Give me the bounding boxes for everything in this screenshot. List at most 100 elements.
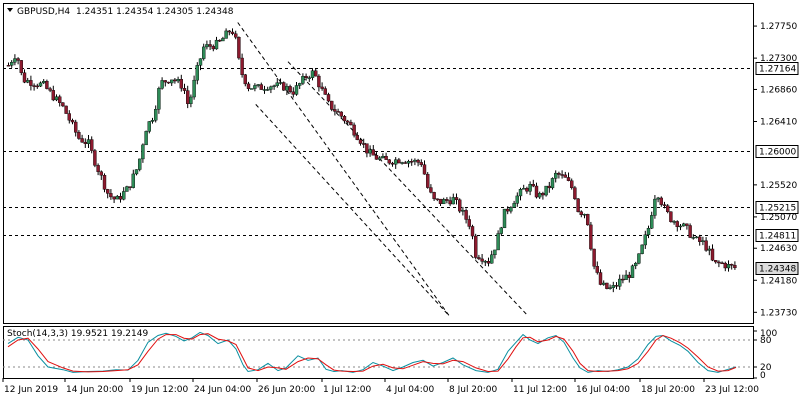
bull-candle <box>54 96 59 101</box>
bear-candle <box>387 159 391 164</box>
bear-candle <box>230 31 235 34</box>
bear-candle <box>32 85 36 87</box>
bear-candle <box>93 150 97 166</box>
price-line-label: 1.27164 <box>759 65 796 75</box>
time-tick-label: 12 Jun 2019 <box>4 385 58 395</box>
channel-line[interactable] <box>287 61 529 317</box>
bear-candle <box>445 199 449 201</box>
bull-candle <box>672 221 676 223</box>
bear-candle <box>211 46 216 50</box>
last-price-box <box>755 262 799 275</box>
price-line-label-box <box>755 145 799 158</box>
bear-candle <box>333 109 337 112</box>
bull-candle <box>42 81 46 84</box>
bear-candle <box>352 124 356 136</box>
stoch-tick-label: 20 <box>760 363 772 373</box>
bear-candle <box>666 205 670 213</box>
symbol-label: GBPUSD,H4 <box>17 7 70 17</box>
price-line-label: 1.25215 <box>759 204 796 214</box>
bear-candle <box>77 132 81 139</box>
bull-candle <box>707 248 711 251</box>
bull-candle <box>461 210 465 212</box>
bear-candle <box>102 175 107 190</box>
time-axis: 12 Jun 2019 14 Jun 20:00 19 Jun 12:00 24 Ju… <box>2 378 759 395</box>
bull-candle <box>694 236 699 239</box>
price-axis: 1.27750 1.27300 1.26860 1.26410 1.25520 1.250… <box>753 22 797 318</box>
bear-candle <box>710 248 715 261</box>
bear-candle <box>432 192 436 199</box>
bull-candle <box>634 263 638 267</box>
channel-line[interactable] <box>237 22 450 317</box>
bear-candle <box>304 76 308 79</box>
bear-candle <box>592 248 596 267</box>
bear-candle <box>233 33 238 38</box>
bull-candle <box>195 65 200 81</box>
collapse-triangle-icon[interactable] <box>7 8 13 12</box>
bull-candle <box>656 197 660 200</box>
bear-candle <box>243 74 248 85</box>
bear-candle <box>698 236 702 242</box>
bull-candle <box>137 158 142 170</box>
price-tick-label: 1.26860 <box>760 85 797 95</box>
horizontal-lines[interactable] <box>3 68 753 236</box>
bull-candle <box>141 144 145 160</box>
channel-lines[interactable] <box>237 22 529 317</box>
bull-candle <box>550 178 555 189</box>
bull-candle <box>611 285 615 288</box>
bear-candle <box>685 223 689 226</box>
bull-candle <box>378 157 382 160</box>
channel-line[interactable] <box>255 104 450 317</box>
price-tick-label: 1.24630 <box>760 244 797 254</box>
bull-candle <box>285 86 289 91</box>
stoch-signal-line <box>7 333 737 373</box>
bear-candle <box>614 285 619 287</box>
stoch-main-line <box>7 331 737 373</box>
bull-candle <box>608 287 612 289</box>
bull-candle <box>522 188 526 190</box>
bull-candle <box>483 261 487 263</box>
bull-candle <box>515 195 519 204</box>
bull-candle <box>169 79 174 84</box>
bear-candle <box>362 143 366 145</box>
stoch-tick-label: 0 <box>760 371 766 381</box>
last-price-label: 1.24348 <box>759 265 796 275</box>
bull-candle <box>307 77 311 79</box>
bear-candle <box>464 210 468 220</box>
bear-candle <box>58 96 62 103</box>
bear-candle <box>35 85 39 88</box>
bull-candle <box>646 228 651 236</box>
price-tick-label: 1.23730 <box>760 308 797 318</box>
bear-candle <box>486 261 491 264</box>
price-line-labels: 1.27164 1.26000 1.25215 1.24811 1.24348 <box>755 62 799 275</box>
bull-candle <box>9 62 14 66</box>
time-tick-label: 26 Jun 20:00 <box>258 385 315 395</box>
bear-candle <box>403 162 407 164</box>
bull-candle <box>701 240 705 242</box>
bull-candle <box>249 88 254 90</box>
bear-candle <box>326 94 331 102</box>
bull-candle <box>544 185 548 196</box>
bear-candle <box>659 197 663 205</box>
bull-candle <box>294 85 299 95</box>
bear-candle <box>506 208 510 212</box>
price-line-label: 1.24811 <box>759 232 796 242</box>
bear-candle <box>349 121 353 126</box>
bear-candle <box>627 274 631 278</box>
price-line-label: 1.26000 <box>759 148 796 158</box>
bear-candle <box>426 173 430 188</box>
bear-candle <box>390 162 395 165</box>
bull-candle <box>512 203 516 208</box>
bear-candle <box>51 90 55 101</box>
bear-candle <box>438 198 443 204</box>
bear-candle <box>323 88 327 95</box>
bull-candle <box>394 159 398 165</box>
bull-candle <box>115 196 120 200</box>
bull-candle <box>442 199 446 204</box>
bear-candle <box>64 105 68 114</box>
bear-candle <box>595 266 599 273</box>
bear-candle <box>397 159 401 164</box>
bear-candle <box>112 196 116 200</box>
time-tick-label: 23 Jul 12:00 <box>705 385 759 395</box>
